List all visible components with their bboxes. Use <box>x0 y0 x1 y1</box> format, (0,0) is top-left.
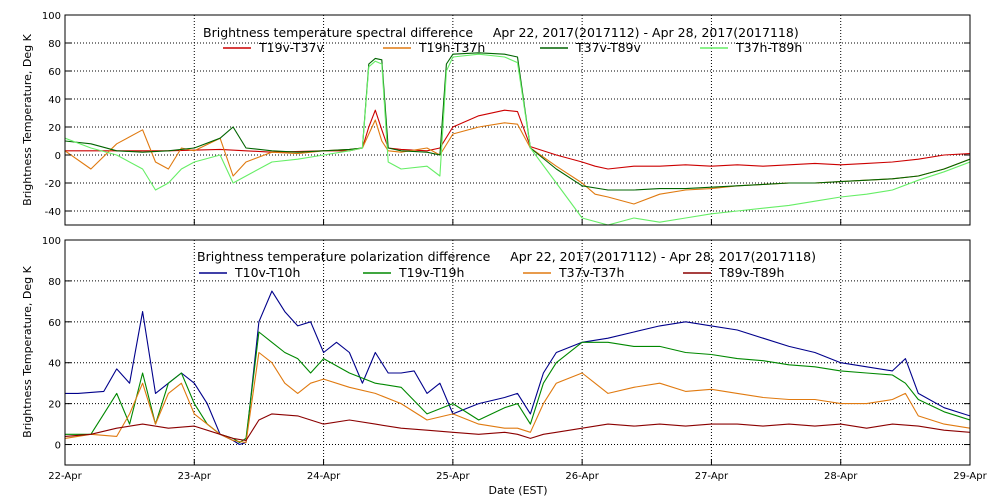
legend-label: T37h-T89h <box>735 40 802 55</box>
x-tick-label: 25-Apr <box>436 471 470 482</box>
legend-label: T89v-T89h <box>718 265 784 280</box>
series-group <box>65 290 970 446</box>
legend-label: T10v-T10h <box>234 265 300 280</box>
y-tick-label: 100 <box>42 11 61 22</box>
y-tick-label: -20 <box>45 179 61 190</box>
y-tick-label: 0 <box>55 151 61 162</box>
legend-label: T19h-T37h <box>418 40 485 55</box>
legend: T10v-T10h T19v-T19h T37v-T37h T89v-T89h <box>199 265 784 280</box>
series-line <box>65 413 970 442</box>
y-tick-label: 40 <box>48 95 61 106</box>
x-tick-label: 24-Apr <box>307 471 341 482</box>
x-axis: 22-Apr 23-Apr 24-Apr 25-Apr 26-Apr 27-Apr 28-A… <box>48 459 988 482</box>
series-line <box>65 52 970 191</box>
y-axis-label: Brightness Temperature, Deg K <box>21 265 34 437</box>
y-axis-label: Brightness Temperature, Deg K <box>21 33 34 205</box>
y-tick-label: 80 <box>48 277 61 288</box>
legend-label: T37v-T89v <box>575 40 642 55</box>
y-tick-label: 60 <box>48 67 61 78</box>
grid <box>65 240 970 465</box>
y-tick-label: -40 <box>45 207 61 218</box>
y-axis: -40 -20 0 20 40 60 80 100 <box>42 11 970 218</box>
series-line <box>65 351 970 444</box>
chart-title: Brightness temperature polarization diff… <box>197 249 816 264</box>
x-tick-label: 26-Apr <box>565 471 599 482</box>
panel-spectral: Brightness temperature spectral differen… <box>21 11 971 226</box>
legend-label: T19v-T37v <box>258 40 325 55</box>
y-tick-label: 0 <box>55 441 61 452</box>
x-tick-label: 23-Apr <box>178 471 212 482</box>
grid <box>64 15 971 225</box>
y-tick-label: 100 <box>42 236 61 247</box>
y-tick-label: 20 <box>48 123 61 134</box>
y-axis: 0 20 40 60 80 100 <box>42 236 970 452</box>
series-line <box>65 331 970 444</box>
series-group <box>65 52 970 225</box>
y-tick-label: 20 <box>48 400 61 411</box>
x-tick-label: 22-Apr <box>48 471 82 482</box>
series-line <box>65 119 970 205</box>
legend: T19v-T37v T19h-T37h T37v-T89v T37h-T89h <box>223 40 802 55</box>
panel-polarization: Brightness temperature polarization diff… <box>21 236 988 497</box>
x-tick-label: 28-Apr <box>824 471 858 482</box>
legend-label: T37v-T37h <box>558 265 624 280</box>
plot-frame <box>64 239 971 466</box>
series-line <box>65 290 970 446</box>
y-tick-label: 80 <box>48 39 61 50</box>
series-line <box>65 53 970 225</box>
y-tick-label: 40 <box>48 359 61 370</box>
y-tick-label: 60 <box>48 318 61 329</box>
x-axis-label: Date (EST) <box>488 484 547 497</box>
chart-title: Brightness temperature spectral differen… <box>203 25 799 40</box>
x-tick-label: 27-Apr <box>695 471 729 482</box>
x-tick-label: 29-Apr <box>953 471 987 482</box>
plot-frame <box>64 14 971 226</box>
legend-label: T19v-T19h <box>398 265 464 280</box>
